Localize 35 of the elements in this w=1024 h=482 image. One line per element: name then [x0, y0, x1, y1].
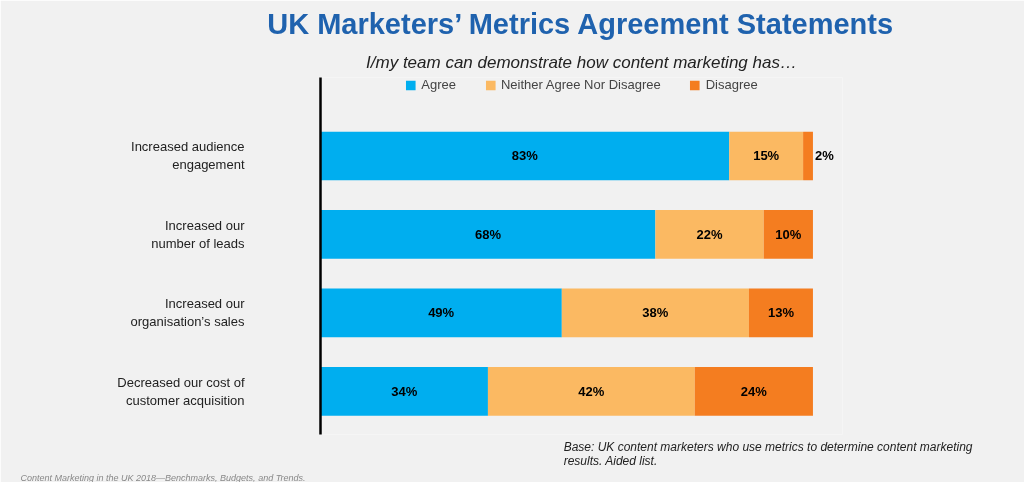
- data-label: 2%: [814, 148, 835, 164]
- bar: [320, 367, 488, 416]
- bar: [694, 367, 813, 416]
- data-label: 15%: [753, 148, 780, 164]
- data-label: 34%: [391, 383, 418, 399]
- data-label: 24%: [740, 383, 768, 399]
- data-label: 13%: [767, 305, 795, 321]
- data-label: 10%: [775, 226, 802, 242]
- bar: [320, 210, 656, 259]
- bar: [561, 288, 749, 338]
- data-label: 68%: [474, 226, 502, 242]
- data-label: 22%: [696, 226, 723, 242]
- bar: [729, 131, 804, 181]
- bar: [763, 210, 813, 259]
- chart-subtitle: I/my team can demonstrate how content marketing has…: [366, 52, 797, 72]
- bar: [320, 131, 730, 181]
- bar: [748, 288, 813, 338]
- y-tick-label: Increased our organisation’s sales: [130, 296, 246, 330]
- data-label: 42%: [578, 383, 605, 399]
- text: Base: UK content marketers who use metrics to determine content marketing results. Aided list.: [563, 439, 973, 468]
- data-label: 38%: [642, 305, 669, 321]
- legend-label: Agree: [421, 77, 456, 92]
- y-tick-label: Increased our number of leads: [151, 217, 246, 251]
- legend-label: Neither Agree Nor Disagree: [500, 77, 661, 92]
- bar: [320, 288, 562, 338]
- bar: [487, 367, 695, 416]
- bar: [803, 131, 813, 181]
- y-tick-label: Increased audience engagement: [131, 139, 245, 173]
- data-label: 49%: [428, 305, 455, 321]
- bar: [655, 210, 764, 259]
- chart-title: UK Marketers’ Metrics Agreement Statements: [267, 7, 894, 40]
- legend-label: Disagree: [705, 77, 758, 92]
- text: Content Marketing in the UK 2018—Benchmarks, Budgets, and Trends.: [20, 472, 306, 482]
- data-label: 83%: [511, 148, 539, 164]
- y-tick-label: Decreased our cost of customer acquisition: [117, 374, 245, 408]
